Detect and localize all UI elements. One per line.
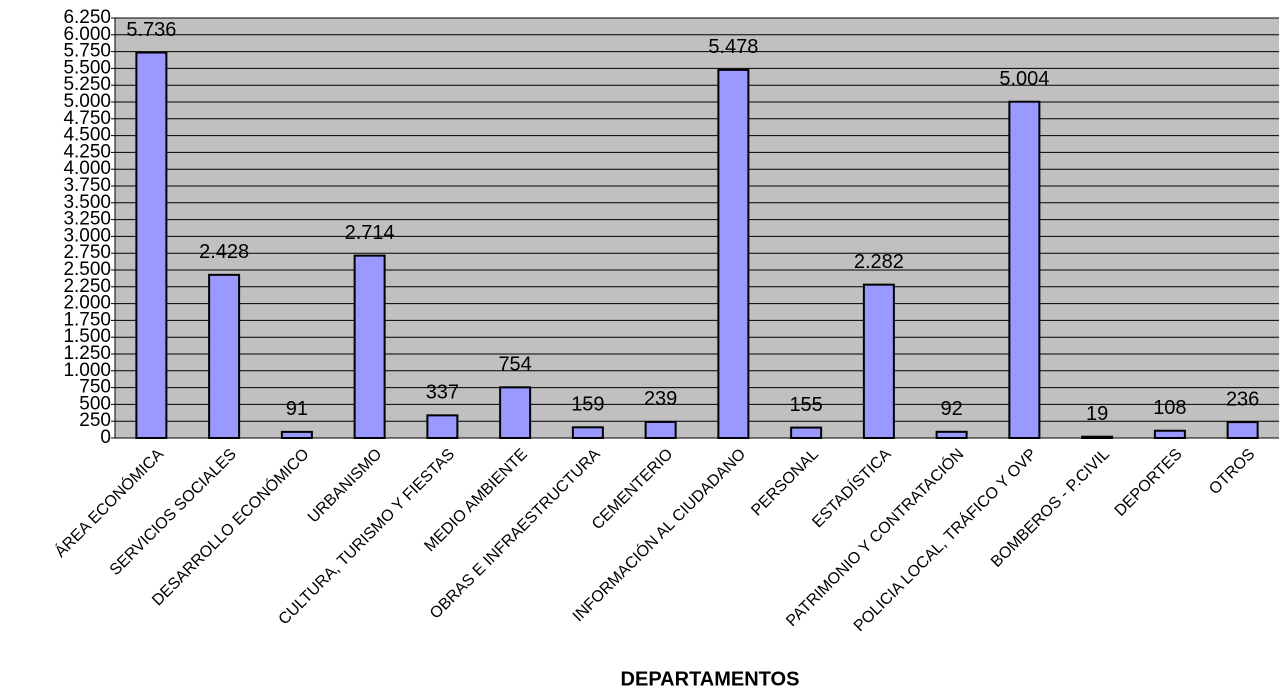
x-tick-label: URBANISMO [305,446,386,527]
y-tick-label: 500 [79,393,111,414]
y-tick-label: 2.750 [63,242,111,263]
data-label: 155 [789,394,822,416]
data-label: 2.282 [854,251,904,273]
y-tick-label: 3.750 [63,175,111,196]
data-label: 5.736 [126,19,176,41]
y-tick-label: 4.250 [63,141,111,162]
bar [280,430,313,439]
bar [717,68,750,440]
bar [208,273,241,440]
data-label: 159 [571,394,604,416]
data-label: 19 [1086,403,1108,425]
y-tick-label: 750 [79,377,111,398]
y-tick-label: 1.250 [63,343,111,364]
bar [644,420,677,440]
x-tick-label: OTROS [1206,446,1258,498]
data-label: 2.714 [345,222,395,244]
bar [426,414,459,440]
bar [571,426,604,439]
y-tick-label: 2.000 [63,293,111,314]
data-label: 5.004 [999,68,1049,90]
x-tick-label: BOMBEROS - P.CIVIL [988,446,1113,571]
y-tick-label: 5.750 [63,41,111,62]
bar [353,254,386,439]
bar [1008,100,1041,439]
data-label: 92 [941,398,963,420]
bar [790,426,823,440]
y-tick-label: 2.250 [63,276,111,297]
y-tick-label: 1.500 [63,326,111,347]
data-label: 2.428 [199,241,249,263]
y-tick-label: 5.250 [63,74,111,95]
y-tick-label: 1.000 [63,360,111,381]
y-tick-label: 4.750 [63,108,111,129]
y-tick-label: 2.500 [63,259,111,280]
bar [935,430,968,439]
data-label: 239 [644,388,677,410]
bar [499,386,532,440]
x-tick-label: DESARROLLO ECONÓMICO [148,444,313,609]
y-tick-label: 3.500 [63,192,111,213]
y-tick-label: 6.000 [63,24,111,45]
y-tick-label: 3.250 [63,209,111,230]
x-tick-label: SERVICIOS SOCIALES [107,446,240,579]
bar [862,283,895,439]
data-label: 5.478 [708,36,758,58]
y-tick-label: 1.750 [63,309,111,330]
data-label: 108 [1153,397,1186,419]
data-label: 754 [498,354,531,376]
y-tick-label: 5.000 [63,91,111,112]
y-tick-label: 5.500 [63,57,111,78]
y-tick-label: 4.500 [63,125,111,146]
data-label: 91 [286,398,308,420]
y-tick-label: 6.250 [63,7,111,28]
y-tick-label: 0 [100,427,111,448]
y-tick-label: 3.000 [63,225,111,246]
plot-area [115,18,1279,438]
bar [1153,429,1186,440]
x-tick-label: DEPORTES [1112,446,1186,520]
bar [135,51,168,439]
data-label: 337 [426,382,459,404]
y-tick-label: 4.000 [63,158,111,179]
x-axis-title: DEPARTAMENTOS [621,668,800,690]
y-tick-label: 250 [79,410,111,431]
data-label: 236 [1226,388,1259,410]
bar [1226,421,1259,440]
x-tick-label: PERSONAL [748,446,822,520]
